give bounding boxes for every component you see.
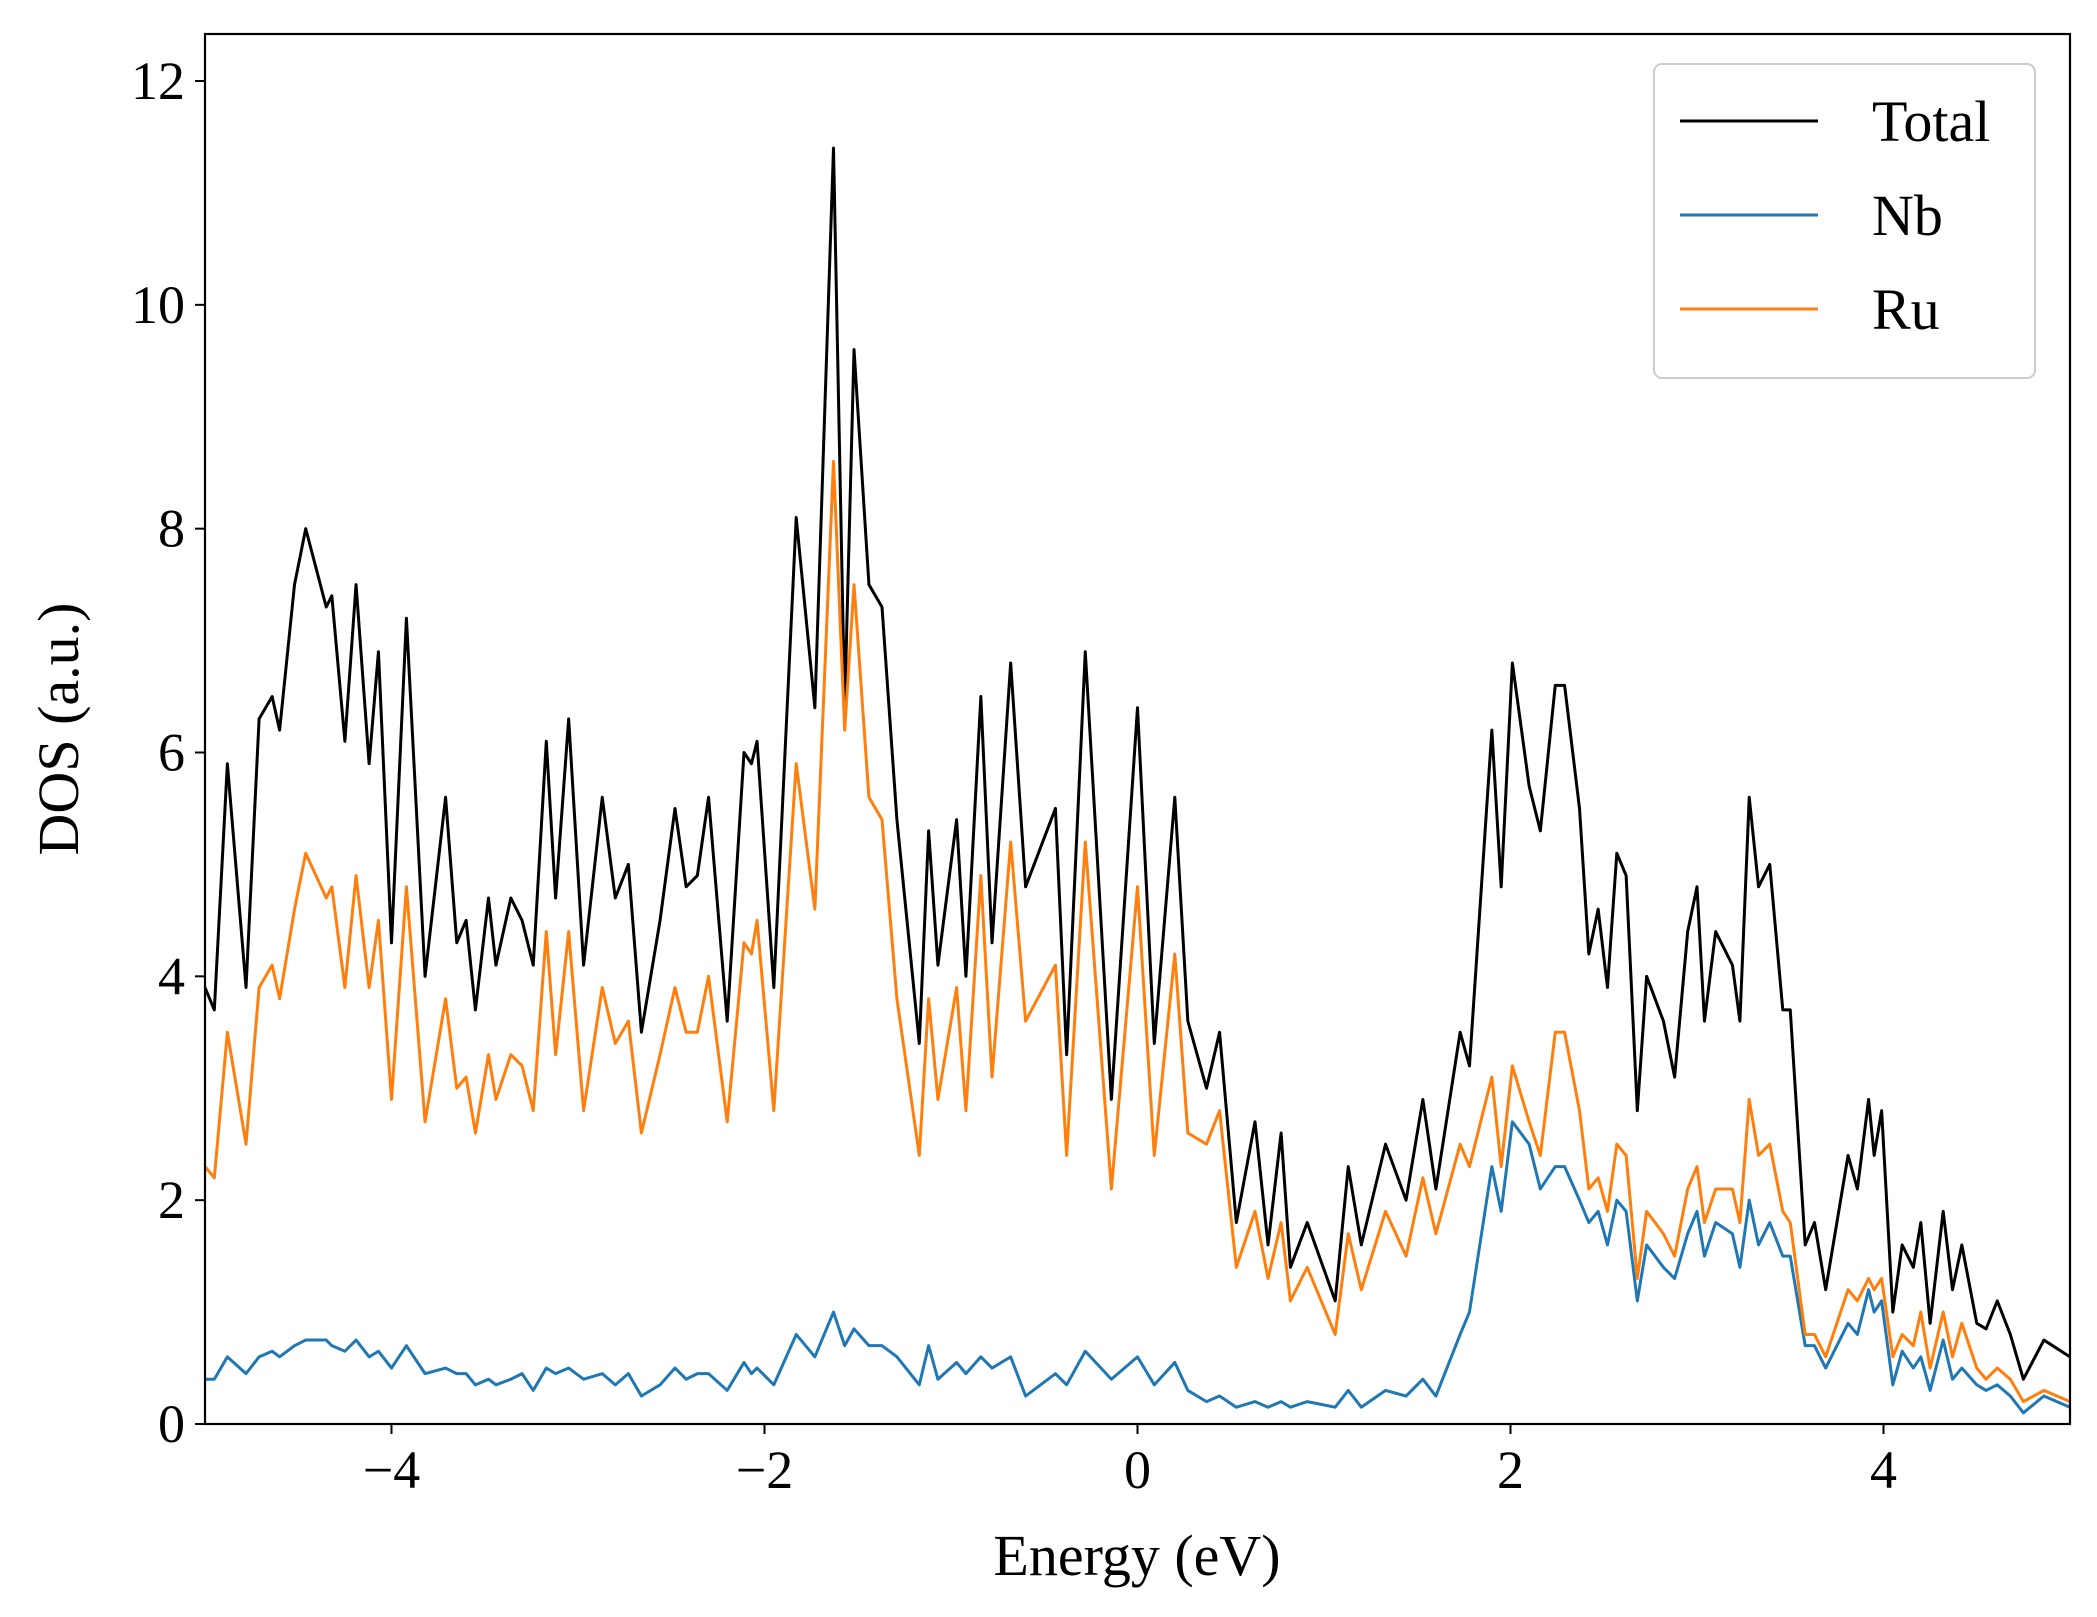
y-tick-label: 12 (131, 51, 185, 111)
x-tick-label: −4 (363, 1440, 420, 1500)
y-axis-label: DOS (a.u.) (26, 603, 91, 856)
x-tick-label: −2 (736, 1440, 793, 1500)
x-tick-label: 0 (1124, 1440, 1151, 1500)
x-tick-label: 2 (1497, 1440, 1524, 1500)
series-line (205, 1120, 2070, 1415)
legend-label: Total (1872, 89, 1990, 154)
series-line (205, 460, 2070, 1404)
x-axis-label: Energy (eV) (993, 1523, 1280, 1588)
series-line (205, 146, 2070, 1381)
y-tick-label: 4 (158, 946, 185, 1006)
y-tick-label: 8 (158, 499, 185, 559)
y-tick-label: 10 (131, 275, 185, 335)
legend-box (1653, 63, 2036, 379)
y-tick-label: 0 (158, 1394, 185, 1454)
y-tick-label: 2 (158, 1170, 185, 1230)
x-tick-label: 4 (1870, 1440, 1897, 1500)
legend-label: Ru (1872, 277, 1940, 342)
y-tick-label: 6 (158, 723, 185, 783)
legend-label: Nb (1872, 183, 1943, 248)
